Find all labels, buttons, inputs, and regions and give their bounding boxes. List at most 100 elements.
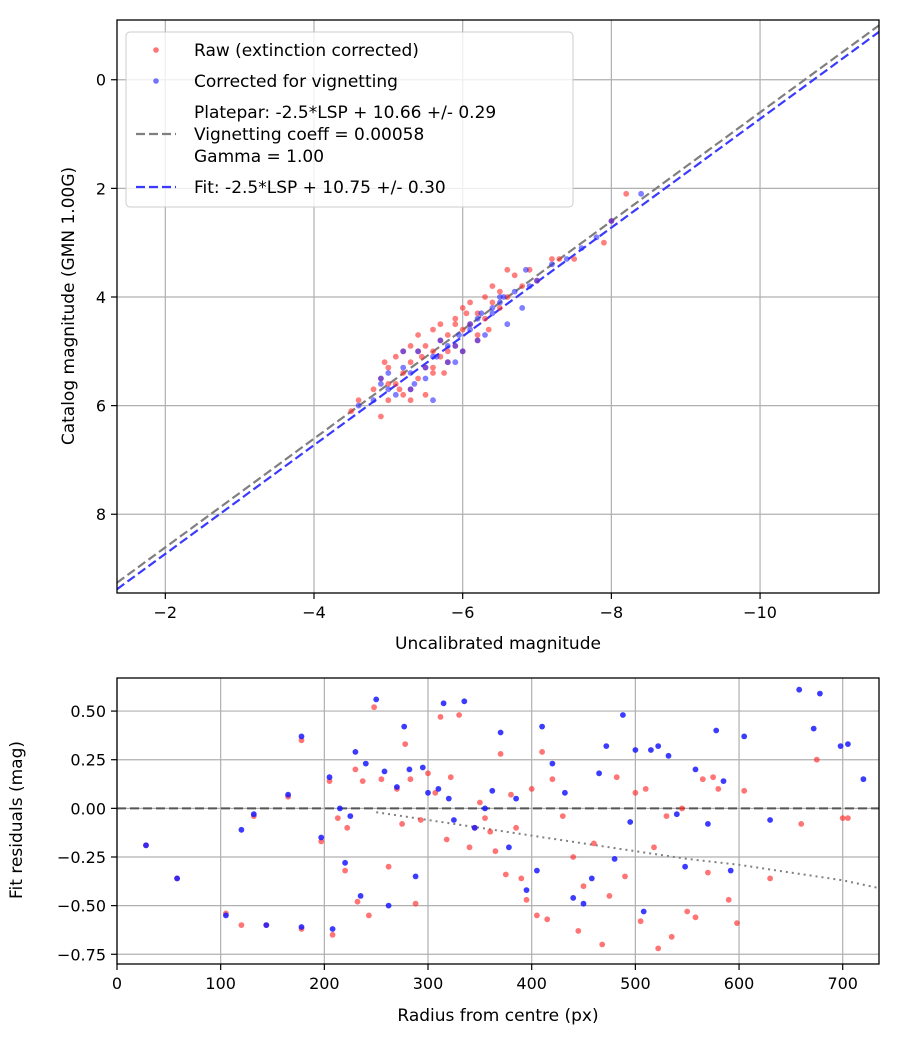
raw-point (518, 875, 525, 882)
raw-point (437, 714, 444, 720)
corrected-point (506, 844, 512, 851)
corrected-point (596, 770, 602, 777)
corrected-point (143, 842, 149, 849)
raw-point (430, 364, 436, 371)
corrected-point (632, 747, 639, 753)
raw-point (482, 315, 488, 322)
corrected-point (845, 741, 851, 747)
corrected-point (250, 811, 257, 818)
raw-point (622, 873, 628, 880)
corrected-point (445, 795, 452, 802)
corrected-point (347, 813, 354, 819)
corrected-point (471, 824, 478, 831)
y-tick-label: −0.75 (57, 945, 106, 964)
raw-point (334, 815, 341, 821)
corrected-point (422, 375, 429, 382)
raw-point (655, 945, 662, 952)
bottom-data-points (143, 686, 867, 952)
raw-point (549, 256, 555, 262)
raw-point (396, 386, 403, 393)
corrected-point (580, 900, 587, 907)
legend-label-corrected: Corrected for vignetting (194, 72, 398, 92)
corrected-point (362, 760, 369, 767)
corrected-point (407, 386, 414, 393)
corrected-point (285, 791, 291, 798)
raw-point (352, 766, 359, 773)
corrected-point (459, 348, 466, 355)
bottom-plot-frame (116, 677, 880, 965)
raw-point (741, 787, 748, 794)
y-tick-label: −0.50 (57, 897, 106, 916)
corrected-point (519, 305, 526, 311)
raw-point (508, 791, 514, 798)
y-tick-label: 0.00 (70, 799, 106, 818)
raw-point (459, 305, 466, 311)
bottom-reference-lines (117, 807, 879, 890)
corrected-point (474, 337, 481, 344)
raw-point (385, 863, 392, 870)
raw-point (381, 359, 388, 366)
corrected-point (298, 924, 305, 930)
y-tick-label: 8 (96, 505, 106, 524)
raw-point (571, 256, 578, 262)
corrected-point (817, 690, 823, 697)
line-fit (117, 31, 879, 591)
raw-point (642, 786, 649, 792)
raw-point (523, 896, 530, 903)
corrected-point (497, 299, 503, 306)
corrected-point (174, 875, 181, 882)
raw-point (444, 348, 451, 355)
legend-label-raw: Raw (extinction corrected) (194, 41, 419, 61)
raw-point (845, 815, 851, 821)
corrected-point (720, 778, 727, 784)
legend-box (125, 31, 574, 208)
raw-point (679, 805, 685, 812)
raw-point (422, 391, 429, 398)
raw-point (415, 332, 421, 338)
raw-point (511, 272, 518, 279)
corrected-point (474, 315, 481, 322)
corrected-point (489, 310, 496, 317)
x-tick-label: 600 (724, 974, 755, 993)
corrected-point (223, 912, 229, 919)
corrected-point (638, 190, 644, 197)
top-ticks: −2 −4 −6 −8 −10 0 2 4 6 8 (96, 71, 777, 622)
raw-point (528, 786, 535, 792)
raw-point (417, 817, 424, 823)
corrected-point (796, 686, 803, 693)
raw-point (487, 828, 494, 835)
x-tick-label: −10 (743, 603, 777, 622)
raw-point (497, 288, 503, 295)
y-tick-label: 4 (96, 288, 106, 307)
corrected-point (357, 893, 364, 899)
corrected-point (411, 381, 418, 387)
corrected-point (504, 321, 511, 328)
raw-point (456, 712, 462, 718)
legend-label-fit: Fit: -2.5*LSP + 10.75 +/- 0.30 (194, 178, 446, 198)
corrected-point (444, 359, 451, 366)
corrected-point (352, 749, 359, 755)
bottom-x-axis-label: Radius from centre (px) (397, 1006, 598, 1026)
raw-point (504, 266, 511, 273)
raw-point (437, 321, 444, 328)
raw-point (489, 283, 496, 289)
corrected-point (467, 326, 473, 333)
raw-point (378, 776, 385, 783)
raw-point (767, 875, 773, 882)
corrected-point (406, 766, 413, 773)
raw-point (452, 321, 459, 328)
x-tick-label: 400 (516, 974, 547, 993)
corrected-point (329, 926, 336, 932)
corrected-point (620, 712, 626, 718)
raw-point (385, 381, 392, 387)
raw-point (474, 332, 481, 338)
legend-marker-raw (153, 47, 159, 53)
raw-point (482, 294, 488, 300)
legend-label-vignetting: Vignetting coeff = 0.00058 (194, 125, 424, 145)
corrected-point (370, 397, 377, 404)
corrected-point (713, 727, 720, 734)
raw-point (705, 869, 711, 876)
top-plot-frame (116, 19, 880, 594)
raw-point (606, 893, 613, 899)
